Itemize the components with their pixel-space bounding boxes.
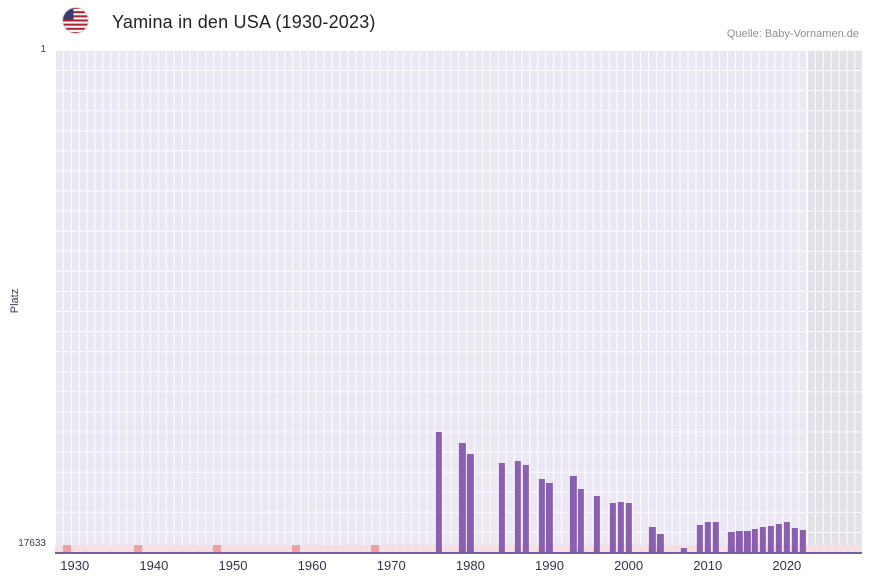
- no-data-band: [55, 545, 862, 552]
- bar-1999[interactable]: [617, 502, 624, 552]
- bar-2020[interactable]: [783, 521, 790, 552]
- no-data-marker: [371, 545, 380, 552]
- bar-1984[interactable]: [498, 462, 506, 552]
- bar-1980[interactable]: [467, 453, 474, 552]
- y-tick-top: 1: [40, 44, 46, 55]
- bar-2022[interactable]: [799, 529, 806, 552]
- bar-2004[interactable]: [657, 533, 664, 552]
- bar-2019[interactable]: [775, 523, 783, 552]
- x-tick-label: 2020: [772, 558, 802, 573]
- bar-1986[interactable]: [514, 460, 521, 552]
- bar-2009[interactable]: [696, 524, 703, 552]
- bar-1990[interactable]: [546, 483, 553, 552]
- bar-2015[interactable]: [744, 530, 751, 552]
- plot-area: [55, 50, 862, 552]
- x-tick-label: 1980: [455, 558, 485, 573]
- x-tick-label: 1930: [60, 558, 90, 573]
- no-data-marker: [134, 545, 143, 552]
- bar-2014[interactable]: [736, 530, 743, 552]
- x-tick-label: 1950: [218, 558, 248, 573]
- x-tick-label: 1940: [139, 558, 169, 573]
- bar-1976[interactable]: [435, 432, 442, 552]
- bar-2018[interactable]: [767, 525, 775, 552]
- x-tick-label: 1990: [535, 558, 564, 573]
- bar-1989[interactable]: [538, 479, 545, 552]
- bar-1994[interactable]: [577, 489, 585, 552]
- us-flag-icon: [62, 7, 89, 34]
- x-axis-line: [55, 552, 862, 554]
- bar-2010[interactable]: [704, 521, 711, 552]
- bar-1993[interactable]: [570, 475, 577, 552]
- bar-2011[interactable]: [712, 521, 719, 552]
- x-tick-label: 1970: [376, 558, 406, 573]
- bar-2000[interactable]: [625, 503, 632, 552]
- y-tick-bottom: 17633: [18, 538, 46, 549]
- x-axis-ticks: 1930 1940 1950 1960 1970 1980 1990 2000 2010 2020: [55, 558, 862, 576]
- bar-2003[interactable]: [649, 526, 656, 552]
- x-tick-label: 2010: [693, 558, 723, 573]
- no-data-marker: [62, 545, 71, 552]
- bar-1996[interactable]: [593, 496, 601, 552]
- bar-2007[interactable]: [680, 547, 688, 552]
- bar-2017[interactable]: [759, 526, 767, 552]
- bar-2021[interactable]: [791, 527, 798, 552]
- x-tick-label: 2000: [614, 558, 644, 573]
- bar-1987[interactable]: [522, 464, 529, 552]
- no-data-marker: [292, 545, 301, 552]
- y-axis-title: Platz: [9, 288, 21, 314]
- bar-1998[interactable]: [609, 503, 616, 552]
- future-band: [806, 50, 862, 552]
- bar-2016[interactable]: [752, 528, 759, 552]
- bar-1979[interactable]: [459, 443, 466, 552]
- source-label: Quelle: Baby-Vornamen.de: [726, 28, 859, 40]
- no-data-marker: [213, 545, 222, 552]
- bar-2013[interactable]: [728, 531, 735, 552]
- chart-title: Yamina in den USA (1930-2023): [112, 12, 376, 32]
- x-tick-label: 1960: [297, 558, 327, 573]
